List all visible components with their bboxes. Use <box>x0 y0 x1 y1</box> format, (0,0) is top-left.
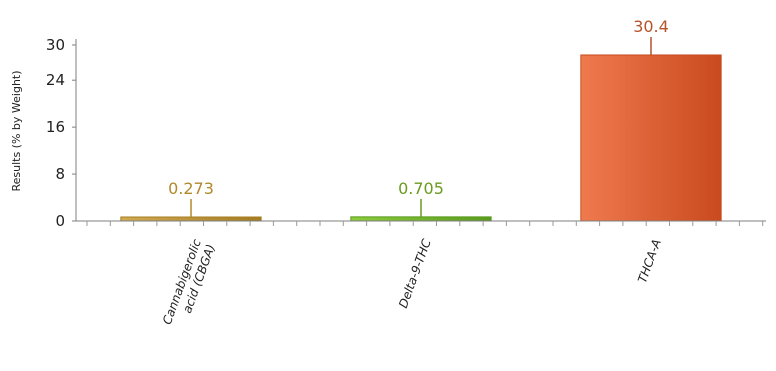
x-axis: Cannabigerolicacid (CBGA) Delta-9-THC THCA… <box>76 220 766 332</box>
bar <box>350 216 492 222</box>
y-axis-label: Results (% by Weight) <box>10 70 23 191</box>
y-tick-label: 16 <box>46 118 65 136</box>
bar <box>120 216 262 222</box>
y-tick-label: 30 <box>46 36 65 54</box>
x-category-label: Delta-9-THC <box>396 237 434 310</box>
x-category-label: Cannabigerolicacid (CBGA) <box>160 237 218 332</box>
y-tick-label: 8 <box>55 165 65 183</box>
value-label: 30.4 <box>633 17 669 36</box>
value-label: 0.705 <box>398 179 444 198</box>
x-category-label: THCA-A <box>635 237 664 285</box>
y-tick-label: 0 <box>55 212 65 230</box>
value-label: 0.273 <box>168 179 214 198</box>
bar <box>580 54 722 222</box>
bars: 0.273 0.705 30.4 <box>120 17 722 222</box>
y-tick-label: 24 <box>46 71 65 89</box>
y-axis: 0 8 16 24 30 <box>46 36 77 230</box>
